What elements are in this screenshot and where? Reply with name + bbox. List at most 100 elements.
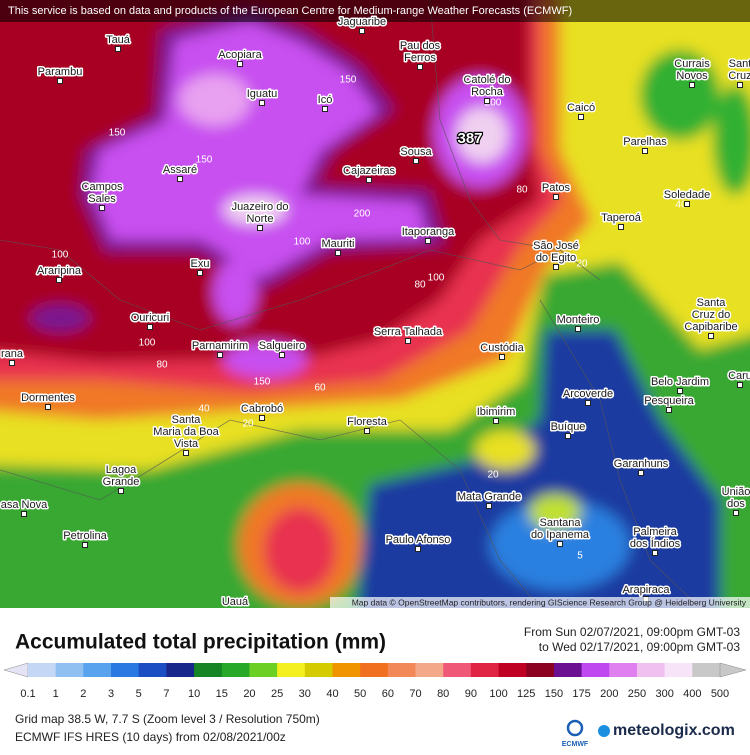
legend-label: 50 [354, 688, 366, 700]
place-marker [197, 270, 203, 276]
place-label: Paulo Afonso [386, 534, 451, 546]
footer-line: ECMWF IFS HRES (10 days) from 02/08/2021… [15, 730, 286, 744]
legend-label: 25 [271, 688, 283, 700]
banner-text: This service is based on data and produc… [8, 5, 572, 17]
legend-swatch [194, 663, 223, 677]
place-marker [484, 98, 490, 104]
contour-label: 80 [414, 280, 426, 291]
legend-label: 100 [489, 688, 507, 700]
place-marker [499, 354, 505, 360]
contour-label: 100 [139, 338, 156, 349]
place-marker [652, 550, 658, 556]
place-label: Pau dos [400, 40, 441, 52]
attribution-bg [330, 597, 750, 608]
legend-label: 500 [711, 688, 729, 700]
place-label: Araripina [37, 265, 82, 277]
banner-bg [0, 0, 750, 22]
legend-swatch [498, 663, 527, 677]
place-marker [486, 503, 492, 509]
contour-label: 150 [109, 128, 126, 139]
place-marker [677, 388, 683, 394]
place-label: Patos [542, 182, 571, 194]
place-label: Ferros [404, 52, 436, 64]
legend-swatch [526, 663, 555, 677]
place-marker [366, 177, 372, 183]
legend-swatch [332, 663, 361, 677]
place-marker [177, 176, 183, 182]
place-label: Soledade [664, 189, 711, 201]
place-label: Monteiro [557, 314, 600, 326]
place-label: asa Nova [1, 499, 48, 511]
place-label: Tauá [106, 34, 131, 46]
place-marker [415, 546, 421, 552]
place-label: Vista [174, 438, 199, 450]
place-marker [417, 64, 423, 70]
place-marker [147, 324, 153, 330]
legend-swatch [166, 663, 195, 677]
place-marker [413, 158, 419, 164]
footer-line: Grid map 38.5 W, 7.7 S (Zoom level 3 / R… [15, 712, 320, 726]
title: Accumulated total precipitation (mm) [15, 631, 386, 654]
place-label: Palmeira [633, 526, 677, 538]
place-label: Sant [729, 58, 750, 70]
place-marker [578, 114, 584, 120]
legend-swatch [221, 663, 250, 677]
place-label: do Egito [536, 252, 576, 264]
place-label: Itaporanga [402, 226, 455, 238]
place-marker [708, 333, 714, 339]
legend-label: 3 [108, 688, 114, 700]
legend-swatch [111, 663, 140, 677]
period: to Wed 02/17/2021, 09:00pm GMT-03 [539, 640, 741, 654]
legend-swatch [692, 663, 721, 677]
contour-label: 20 [487, 470, 499, 481]
legend-swatch [609, 663, 638, 677]
place-label: Santa [172, 414, 202, 426]
contour-label: 200 [354, 209, 371, 220]
place-label: Lagoa [106, 464, 137, 476]
place-marker [21, 511, 27, 517]
place-label: Floresta [347, 416, 388, 428]
place-marker [638, 470, 644, 476]
place-marker [118, 488, 124, 494]
legend-label: 0.1 [20, 688, 35, 700]
place-label: Custódia [480, 342, 524, 354]
place-marker [553, 264, 559, 270]
place-label: Arcoverde [563, 388, 613, 400]
place-label: Cabrobó [241, 403, 283, 415]
legend-swatch [443, 663, 472, 677]
legend-swatch [277, 663, 306, 677]
place-label: Jaguaribe [338, 16, 386, 28]
period: From Sun 02/07/2021, 09:00pm GMT-03 [524, 625, 740, 639]
legend-label: 150 [545, 688, 563, 700]
place-label: Maria da Boa [153, 426, 219, 438]
place-marker [45, 404, 51, 410]
place-label: Taperoá [601, 212, 642, 224]
contour-label: 80 [516, 185, 528, 196]
place-label: dos Índios [630, 537, 681, 550]
place-label: Juazeiro do [232, 201, 289, 213]
place-label: Pesqueira [644, 395, 694, 407]
place-marker [183, 450, 189, 456]
precipitation-field [0, 0, 750, 608]
legend-swatch [360, 663, 389, 677]
legend-label: 125 [517, 688, 535, 700]
place-label: Belo Jardim [651, 376, 709, 388]
place-label: Acopiara [218, 49, 262, 61]
place-marker [57, 78, 63, 84]
contour-label: 150 [340, 75, 357, 86]
place-marker [322, 106, 328, 112]
contour-label: 100 [52, 250, 69, 261]
place-label: Petrolina [63, 530, 107, 542]
place-marker [257, 225, 263, 231]
contour-label: 40 [675, 200, 687, 211]
place-label: Salgueiro [259, 340, 305, 352]
place-marker [279, 352, 285, 358]
place-marker [217, 352, 223, 358]
contour-label: 100 [294, 237, 311, 248]
legend-arrow-right [719, 662, 747, 678]
legend-swatch [304, 663, 333, 677]
place-label: Arapiraca [622, 584, 670, 596]
place-label: Assaré [163, 164, 197, 176]
legend-swatch [553, 663, 583, 677]
